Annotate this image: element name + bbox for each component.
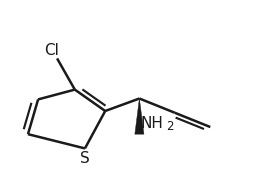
Polygon shape bbox=[135, 98, 144, 134]
Text: NH: NH bbox=[141, 116, 164, 131]
Text: S: S bbox=[80, 151, 90, 166]
Text: 2: 2 bbox=[166, 120, 174, 133]
Text: Cl: Cl bbox=[45, 43, 59, 58]
